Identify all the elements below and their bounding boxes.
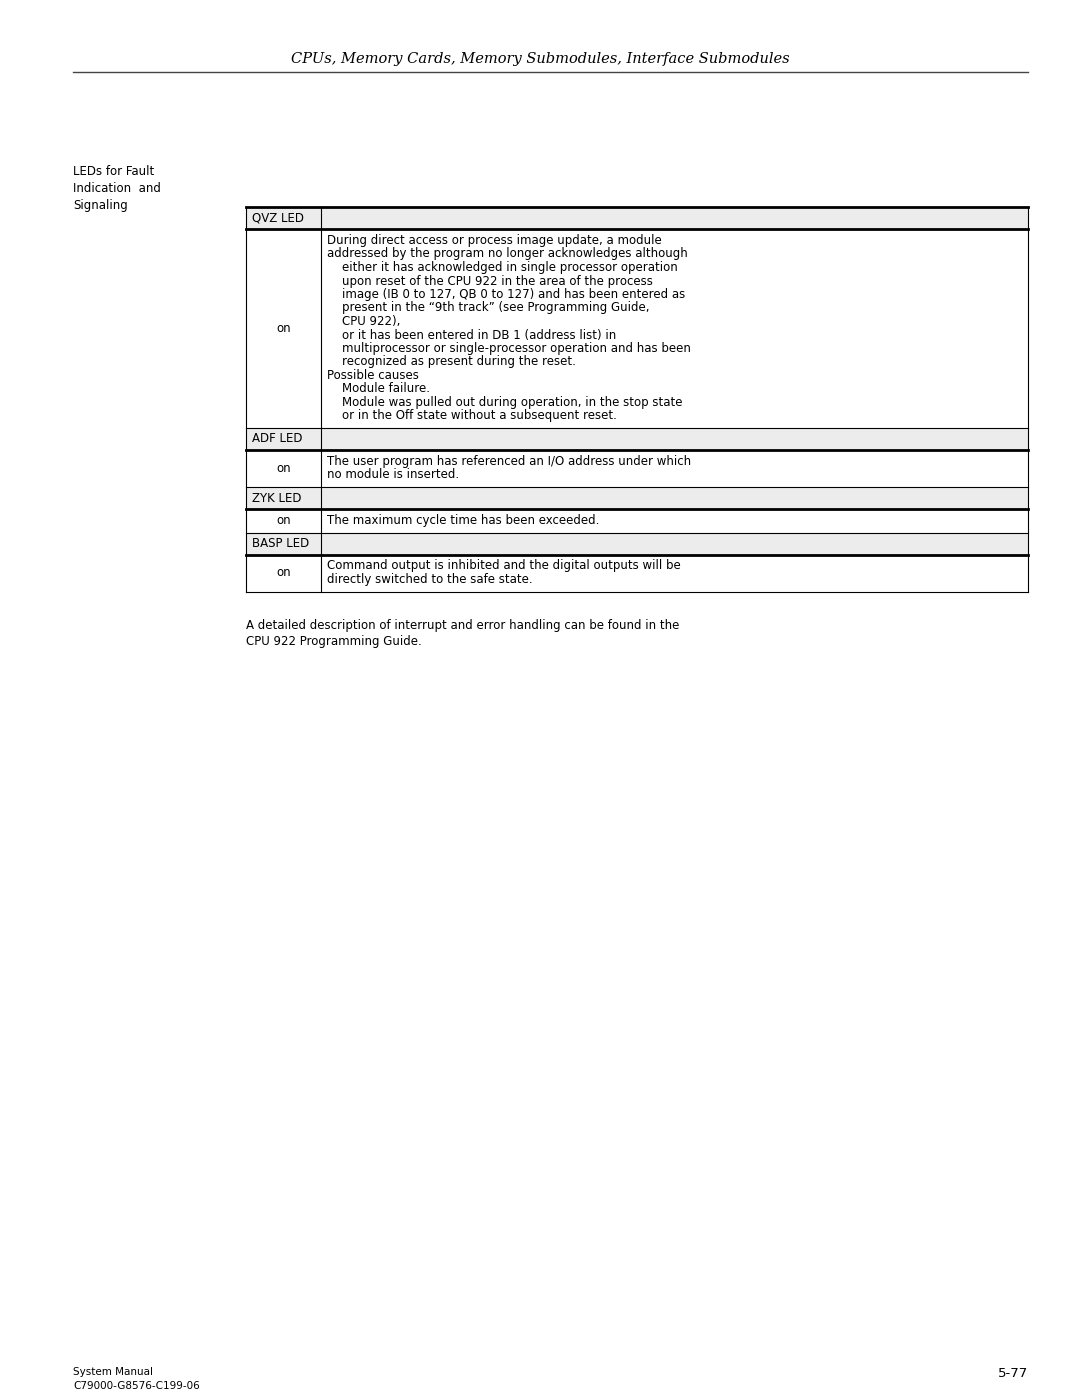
Text: on: on [276,321,291,335]
Text: Indication  and: Indication and [73,182,161,196]
Text: Possible causes: Possible causes [326,369,418,381]
Text: ZYK LED: ZYK LED [253,492,301,504]
Text: LEDs for Fault: LEDs for Fault [73,165,154,177]
Bar [246,207,1028,229]
Text: Signaling: Signaling [73,198,129,212]
Text: BASP LED: BASP LED [253,536,310,550]
Text: on: on [276,462,291,475]
Text: QVZ LED: QVZ LED [253,211,305,225]
Text: The user program has referenced an I/O address under which: The user program has referenced an I/O a… [326,455,690,468]
Text: CPUs, Memory Cards, Memory Submodules, Interface Submodules: CPUs, Memory Cards, Memory Submodules, I… [291,52,789,66]
Text: A detailed description of interrupt and error handling can be found in the: A detailed description of interrupt and … [246,619,679,633]
Text: CPU 922),: CPU 922), [326,314,400,328]
Text: directly switched to the safe state.: directly switched to the safe state. [326,573,532,585]
Text: 5-77: 5-77 [998,1368,1028,1380]
Text: or in the Off state without a subsequent reset.: or in the Off state without a subsequent… [326,409,617,422]
Text: System Manual
C79000-G8576-C199-06: System Manual C79000-G8576-C199-06 [73,1368,200,1391]
Text: Command output is inhibited and the digital outputs will be: Command output is inhibited and the digi… [326,560,680,573]
Text: The maximum cycle time has been exceeded.: The maximum cycle time has been exceeded… [326,514,599,527]
Bar [246,488,1028,509]
Text: either it has acknowledged in single processor operation: either it has acknowledged in single pro… [326,261,677,274]
Text: multiprocessor or single-processor operation and has been: multiprocessor or single-processor opera… [326,342,690,355]
Text: on: on [276,514,291,527]
Text: upon reset of the CPU 922 in the area of the process: upon reset of the CPU 922 in the area of… [326,274,652,288]
Text: present in the “9th track” (see Programming Guide,: present in the “9th track” (see Programm… [326,302,649,314]
Text: no module is inserted.: no module is inserted. [326,468,459,482]
Text: or it has been entered in DB 1 (address list) in: or it has been entered in DB 1 (address … [326,328,616,341]
Text: Module failure.: Module failure. [326,383,430,395]
Text: Module was pulled out during operation, in the stop state: Module was pulled out during operation, … [326,395,683,409]
Bar [246,427,1028,450]
Text: During direct access or process image update, a module: During direct access or process image up… [326,235,661,247]
Text: addressed by the program no longer acknowledges although: addressed by the program no longer ackno… [326,247,687,260]
Bar [246,532,1028,555]
Text: recognized as present during the reset.: recognized as present during the reset. [326,355,576,369]
Text: ADF LED: ADF LED [253,433,302,446]
Text: CPU 922 Programming Guide.: CPU 922 Programming Guide. [246,636,422,648]
Text: image (IB 0 to 127, QB 0 to 127) and has been entered as: image (IB 0 to 127, QB 0 to 127) and has… [326,288,685,300]
Text: on: on [276,567,291,580]
